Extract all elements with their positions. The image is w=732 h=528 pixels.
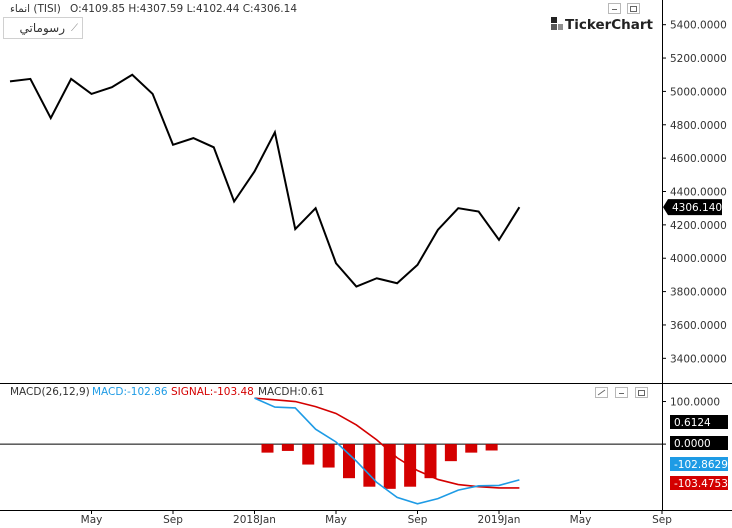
- macd-histogram-bar: [485, 444, 498, 451]
- drawings-label: رسوماتي: [19, 21, 65, 35]
- macd-maximize-button[interactable]: [635, 387, 648, 398]
- macd-price-tag-label: 0.6124: [674, 417, 711, 429]
- price-line[interactable]: [9, 73, 521, 288]
- minimize-icon: [619, 393, 624, 394]
- macd-histogram-bar: [302, 444, 315, 465]
- price-tick-label: 5200.0000: [670, 53, 727, 65]
- maximize-icon: [638, 390, 645, 396]
- macd-price-tag: [670, 415, 728, 429]
- macd-line: [254, 397, 520, 505]
- price-tick-label: 4600.0000: [670, 153, 727, 165]
- price-tick-label: 3400.0000: [670, 353, 727, 365]
- price-panel-buttons: [608, 3, 640, 14]
- time-axis: May Sep 2018Jan May Sep 2019Jan May Sep: [81, 510, 672, 526]
- last-price-label: 4306.1401: [672, 202, 729, 214]
- macd-histogram-bar: [261, 444, 274, 453]
- macd-price-tags: 0.6124 0.0000 -102.8629 -103.4753: [670, 415, 728, 490]
- macd-histogram-bar: [343, 444, 355, 479]
- macd-axis: 100.0000: [0, 397, 720, 445]
- price-tick-label: 5000.0000: [670, 86, 727, 98]
- macd-panel-buttons: [595, 387, 648, 398]
- time-tick-label: May: [570, 514, 592, 526]
- time-tick-label: May: [81, 514, 103, 526]
- macd-histogram-bar: [424, 444, 437, 479]
- time-tick-label: Sep: [652, 514, 672, 526]
- macd-histogram-bar: [281, 444, 294, 451]
- macd-histogram-bar: [444, 444, 457, 462]
- logo-mark-icon: [551, 17, 563, 30]
- last-price-tag: [663, 199, 722, 216]
- time-tick-label: 2019Jan: [478, 514, 521, 526]
- logo-text: TickerChart: [565, 17, 654, 33]
- price-tick-label: 4400.0000: [670, 187, 727, 199]
- my-drawings-button[interactable]: رسوماتي ⟋: [3, 17, 83, 39]
- symbol-label: انماء (TISI): [10, 3, 61, 15]
- macd-price-tag-label: -103.4753: [674, 478, 728, 490]
- macd-legend-macdh: MACDH:0.61: [258, 386, 324, 398]
- minimize-icon: [612, 9, 617, 10]
- maximize-button[interactable]: [627, 3, 640, 14]
- macd-price-tag-label: 0.0000: [674, 438, 711, 450]
- macd-price-tag: [670, 476, 728, 490]
- macd-histogram-bar: [363, 444, 376, 487]
- macd-lines: [254, 397, 520, 505]
- ohlc-readout: O:4109.85 H:4307.59 L:4102.44 C:4306.14: [70, 3, 297, 15]
- price-series[interactable]: 4306.1401: [9, 73, 729, 288]
- macd-histogram-bar: [322, 444, 335, 468]
- macd-histogram: [261, 444, 498, 489]
- macd-histogram-bar: [465, 444, 478, 453]
- price-tick-label: 4200.0000: [670, 220, 727, 232]
- macd-minimize-button[interactable]: [615, 387, 628, 398]
- macd-price-tag: [670, 436, 728, 450]
- price-tick-label: 3600.0000: [670, 320, 727, 332]
- macd-legend-signal: SIGNAL:-103.48: [171, 386, 254, 398]
- link-icon: [597, 389, 606, 396]
- time-tick-label: Sep: [408, 514, 428, 526]
- macd-price-tag-label: -102.8629: [674, 459, 728, 471]
- price-axis: 5400.0000 5200.0000 5000.0000 4800.0000 4600…: [662, 20, 727, 365]
- time-tick-label: May: [325, 514, 347, 526]
- price-tick-label: 5400.0000: [670, 20, 727, 32]
- maximize-icon: [630, 6, 637, 12]
- macd-price-tag: [670, 457, 728, 471]
- time-tick-label: Sep: [163, 514, 183, 526]
- price-tick-label: 3800.0000: [670, 287, 727, 299]
- macd-histogram-bar: [383, 444, 396, 489]
- trend-line-icon: ⟋: [71, 22, 78, 34]
- macd-title: MACD(26,12,9): [10, 386, 90, 398]
- minimize-button[interactable]: [608, 3, 621, 14]
- tickerchart-logo: TickerChart: [551, 17, 654, 33]
- time-tick-label: 2018Jan: [233, 514, 276, 526]
- price-tick-label: 4800.0000: [670, 120, 727, 132]
- macd-tick-label: 100.0000: [670, 397, 720, 409]
- price-tick-label: 4000.0000: [670, 253, 727, 265]
- macd-legend-macd: MACD:-102.86: [92, 386, 168, 398]
